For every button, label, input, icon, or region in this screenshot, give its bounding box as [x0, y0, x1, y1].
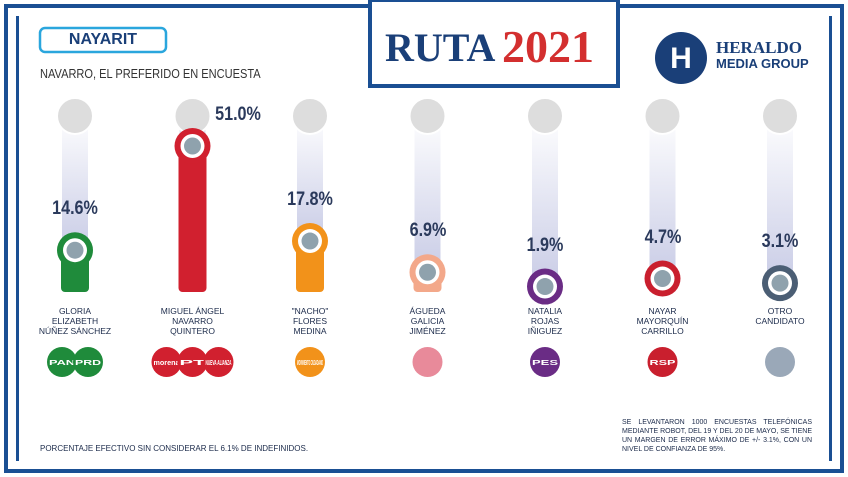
- logo-text: RUTA: [385, 25, 496, 70]
- photo: [408, 97, 447, 135]
- value-label: 14.6%: [52, 198, 98, 220]
- candidate-name: OTRO CANDIDATO: [755, 306, 805, 326]
- party-name: NUEVA ALIANZA: [206, 360, 232, 367]
- knob-core: [66, 241, 84, 259]
- state: NAYARIT: [68, 31, 138, 48]
- knob-core: [654, 270, 671, 288]
- photo: [761, 97, 799, 135]
- photo: [526, 97, 564, 135]
- logo-box: [368, 0, 620, 88]
- value-label: 51.0%: [214, 104, 261, 125]
- party-logo: [530, 347, 560, 377]
- knob-core: [771, 274, 789, 292]
- party-name: RSP: [650, 360, 677, 367]
- party-logo: [412, 347, 443, 377]
- value-label: 6.9%: [409, 220, 446, 242]
- party-name: PAN: [49, 360, 75, 367]
- value-label: 4.7%: [644, 226, 681, 248]
- photo: [56, 97, 94, 135]
- candidate-name: ÁGUEDA GALICIA JIMÉNEZ: [409, 306, 446, 336]
- party-logo: [647, 347, 678, 377]
- party-logo: [47, 347, 77, 377]
- knob-core: [419, 263, 436, 281]
- candidate-name: NAYAR MAYORQUÍN CARRILLO: [636, 306, 689, 336]
- party-logo: [765, 347, 795, 377]
- track: [767, 112, 793, 284]
- track: [62, 112, 88, 251]
- track: [649, 112, 676, 279]
- party-logo: [295, 347, 325, 377]
- value-label: 3.1%: [761, 231, 799, 253]
- state-box: [38, 26, 168, 54]
- brand-icon: H: [670, 42, 692, 75]
- party-name: morena: [154, 360, 180, 367]
- frame-line: [16, 16, 19, 461]
- track: [414, 112, 441, 273]
- value-label: 1.9%: [526, 234, 564, 256]
- knob-core: [184, 137, 201, 155]
- photo: [291, 97, 329, 135]
- brand-sub: MEDIA GROUP: [716, 56, 809, 71]
- headline: NAVARRO, EL PREFERIDO EN ENCUESTA: [40, 66, 261, 81]
- method-note: SE LEVANTARON 1000 ENCUESTAS TELEFÓNICAS…: [622, 419, 812, 453]
- candidate-name: "NACHO" FLORES MEDINA: [291, 306, 329, 336]
- party-logo: [177, 347, 208, 377]
- candidate-name: MIGUEL ÁNGEL NAVARRO QUINTERO: [160, 306, 225, 336]
- party-name: PT: [180, 360, 208, 367]
- logo-year: 2021: [502, 21, 594, 72]
- photo: [643, 97, 682, 135]
- party-name: PES: [532, 360, 559, 367]
- party-name: MOVIMIENTO CIUDADANO: [297, 360, 323, 367]
- party-logo: [203, 347, 234, 377]
- value-label: 17.8%: [287, 189, 333, 211]
- candidate-name: GLORIA ELIZABETH NÚÑEZ SÁNCHEZ: [38, 306, 112, 336]
- party-logo: [73, 347, 103, 377]
- party-name: PRD: [75, 360, 101, 367]
- knob-core: [536, 278, 554, 296]
- bar: [178, 146, 207, 292]
- track: [532, 112, 558, 287]
- brand-logo: [655, 32, 707, 84]
- frame-line: [829, 16, 832, 461]
- candidate-name: NATALIA ROJAS IÑIGUEZ: [527, 306, 563, 336]
- footnote: PORCENTAJE EFECTIVO SIN CONSIDERAR EL 6.…: [40, 444, 309, 453]
- brand: HERALDO: [716, 38, 802, 57]
- knob-core: [301, 232, 319, 250]
- party-logo: [151, 347, 182, 377]
